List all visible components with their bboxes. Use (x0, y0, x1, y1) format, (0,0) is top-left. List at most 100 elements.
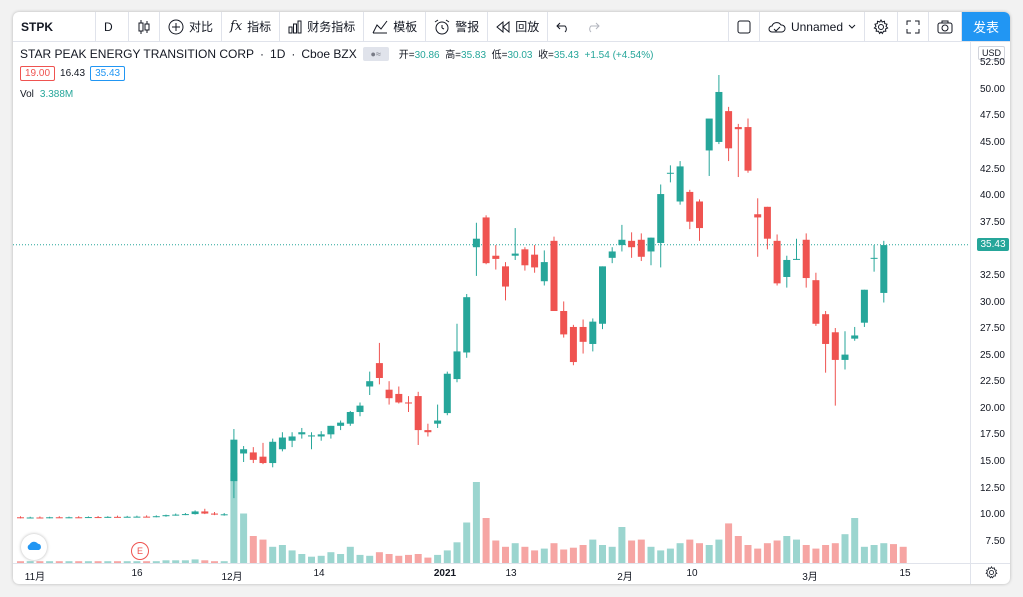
redo-button[interactable] (578, 12, 608, 41)
time-tick-label: 15 (899, 568, 911, 579)
candle-body (637, 239, 645, 257)
volume-bar (686, 539, 694, 563)
volume-value: 3.388M (39, 89, 74, 100)
candle-body (133, 516, 141, 518)
chart-style-button[interactable] (129, 12, 160, 41)
visibility-toggle[interactable]: ●≈ (362, 46, 389, 61)
candle-body (657, 194, 665, 243)
candle-body (880, 245, 888, 293)
time-tick-label: 14 (313, 568, 325, 579)
top-toolbar: STPK D 对比 fx 指标 财务指标 模板 警报 回放 (13, 12, 1010, 42)
earnings-event-marker[interactable]: E (131, 542, 149, 560)
currency-button[interactable]: USD (977, 46, 1005, 60)
price-axis[interactable]: USD 52.50 50.00 47.50 45.00 42.50 40.00 37.50 3… (970, 42, 1010, 563)
candle-body (143, 516, 151, 518)
high-value: 35.83 (461, 50, 487, 61)
volume-bar (841, 534, 849, 563)
candle-body (46, 517, 54, 519)
rewind-icon (496, 20, 510, 33)
expand-button[interactable] (898, 12, 929, 41)
volume-bar (647, 546, 655, 563)
candle-body (317, 434, 325, 437)
candle-body (579, 326, 587, 342)
volume-bar (754, 548, 762, 563)
price-chart[interactable] (13, 42, 970, 563)
layout-name-button[interactable]: Unnamed (760, 12, 865, 41)
fullscreen-layout-button[interactable] (727, 12, 760, 41)
settings-button[interactable] (865, 12, 898, 41)
volume-bar (734, 536, 742, 563)
function-icon: fx (230, 19, 243, 34)
volume-bar (288, 550, 296, 563)
square-icon (737, 20, 751, 34)
financials-label: 财务指标 (307, 20, 356, 34)
candle-body (230, 439, 238, 482)
indicators-button[interactable]: fx 指标 (222, 12, 281, 41)
tradingview-logo-button[interactable] (21, 534, 47, 560)
candle-body (298, 432, 306, 435)
price-tick-label: 12.50 (979, 482, 1005, 494)
candle-body (531, 254, 539, 268)
close-label: 收= (538, 50, 554, 61)
candle-body (453, 351, 461, 380)
compare-button[interactable]: 对比 (160, 12, 223, 41)
volume-bar (676, 543, 684, 563)
volume-bar (123, 561, 131, 563)
financials-button[interactable]: 财务指标 (280, 12, 365, 41)
candle-body (114, 516, 121, 518)
volume-bar (599, 545, 606, 563)
legend-exchange: Cboe BZX (301, 46, 357, 61)
chart-window: STPK D 对比 fx 指标 财务指标 模板 警报 回放 (13, 12, 1010, 584)
candle-body (696, 201, 703, 229)
layout-name: Unnamed (790, 19, 843, 34)
bid-price-box[interactable]: 19.00 (20, 66, 56, 81)
candle-body (521, 249, 529, 266)
expand-icon (906, 20, 920, 34)
candle-body (734, 127, 742, 130)
time-axis[interactable]: 11月 16 12月 14 2021 13 2月 10 3月 15 (13, 563, 970, 584)
current-price-label: 35.43 (977, 237, 1009, 251)
volume-bar (763, 543, 771, 563)
axis-settings-button[interactable] (970, 563, 1010, 584)
volume-bar (65, 561, 73, 563)
symbol-search-button[interactable]: STPK (13, 12, 96, 41)
volume-bar (618, 527, 626, 563)
volume-bar (36, 561, 44, 563)
templates-button[interactable]: 模板 (364, 12, 427, 41)
candle-body (773, 240, 781, 284)
candle-body (17, 517, 24, 519)
replay-button[interactable]: 回放 (488, 12, 549, 41)
templates-label: 模板 (393, 20, 418, 34)
price-tick-label: 32.50 (979, 269, 1005, 281)
candle-body (288, 436, 296, 441)
snapshot-button[interactable] (929, 12, 962, 41)
price-tick-label: 30.00 (979, 296, 1005, 308)
candle-body (55, 517, 63, 519)
undo-button[interactable] (548, 12, 578, 41)
candle-body (152, 516, 160, 518)
volume-bar (899, 546, 907, 563)
volume-bar (851, 518, 859, 563)
volume-bar (211, 561, 218, 563)
candle-body (278, 437, 286, 450)
volume-bar (773, 540, 781, 563)
interval-button[interactable]: D (96, 12, 129, 41)
volume-bar (94, 561, 102, 563)
volume-bar (55, 561, 63, 563)
volume-bar (337, 554, 345, 563)
price-tick-label: 42.50 (979, 163, 1005, 175)
chart-pane[interactable] (13, 42, 970, 563)
candles-icon (137, 19, 151, 35)
open-value: 30.86 (414, 50, 440, 61)
candle-body (240, 449, 248, 454)
volume-bar (880, 543, 888, 563)
volume-bar (114, 561, 121, 563)
candle-body (424, 430, 432, 433)
candle-body (686, 191, 694, 222)
volume-bar (696, 543, 703, 563)
ask-price-box[interactable]: 35.43 (90, 66, 126, 81)
low-label: 低= (491, 50, 508, 61)
alert-button[interactable]: 警报 (426, 12, 489, 41)
eye-icon: ●≈ (370, 48, 381, 59)
publish-button[interactable]: 发表 (962, 12, 1010, 41)
